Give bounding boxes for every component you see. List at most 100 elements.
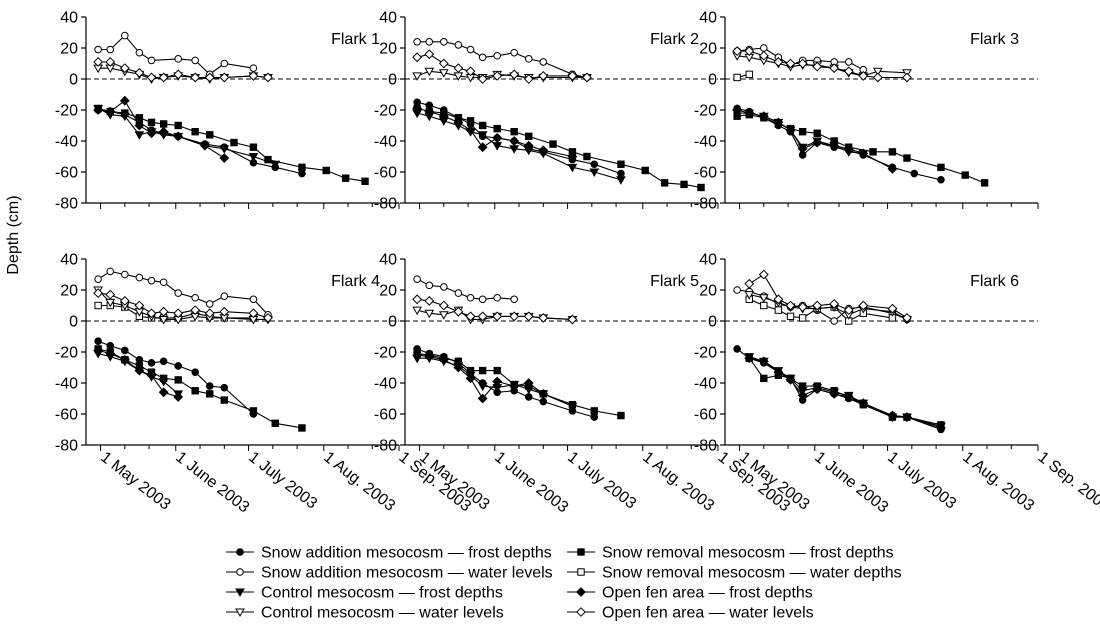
data-point xyxy=(538,388,549,399)
data-point xyxy=(106,267,115,276)
y-tick-label: 20 xyxy=(699,41,717,58)
series-of_water xyxy=(412,49,592,84)
data-point xyxy=(902,412,912,423)
data-point xyxy=(493,51,502,60)
panel-title: Flark 4 xyxy=(331,273,380,290)
data-point xyxy=(872,67,883,77)
data-point xyxy=(785,300,796,311)
data-point xyxy=(936,423,946,433)
data-point xyxy=(858,70,869,81)
data-point xyxy=(219,145,230,154)
data-point xyxy=(758,111,769,122)
legend-item-sa_frost: Snow addition mesocosm — frost depths xyxy=(226,545,552,562)
data-point xyxy=(797,58,808,69)
data-point xyxy=(773,117,784,128)
data-point xyxy=(641,166,649,175)
data-point xyxy=(298,424,306,432)
data-point xyxy=(199,140,210,151)
y-tick-label: -40 xyxy=(374,134,397,151)
data-point xyxy=(412,103,423,114)
data-point xyxy=(843,305,854,316)
data-point xyxy=(106,342,115,350)
data-point xyxy=(134,365,145,376)
data-point xyxy=(744,353,755,364)
data-point xyxy=(523,74,534,84)
data-point xyxy=(523,378,534,388)
data-point xyxy=(453,117,464,128)
data-point xyxy=(582,72,592,83)
data-point xyxy=(159,120,168,128)
data-point xyxy=(191,368,199,376)
series-sr_frost xyxy=(413,104,705,192)
series-line xyxy=(749,294,908,320)
y-tick-label: 0 xyxy=(388,72,397,89)
data-point xyxy=(93,288,104,299)
data-point xyxy=(829,63,840,74)
data-point xyxy=(493,293,502,302)
data-point xyxy=(567,314,578,325)
data-point xyxy=(525,132,533,141)
data-point xyxy=(438,69,449,78)
y-tick-label: -60 xyxy=(55,165,78,182)
data-point xyxy=(617,169,625,178)
data-point xyxy=(135,273,144,282)
x-tick-label: 1 July 2003 xyxy=(884,449,959,513)
data-point xyxy=(902,72,912,83)
series-line xyxy=(749,356,942,427)
data-point xyxy=(937,175,945,184)
data-point xyxy=(477,382,488,392)
y-tick-label: 40 xyxy=(379,252,397,269)
data-point xyxy=(158,387,169,398)
y-tick-label: 20 xyxy=(379,283,397,300)
data-point xyxy=(937,163,945,172)
data-point xyxy=(191,293,199,302)
data-point xyxy=(205,382,214,390)
legend-item-of_water: Open fen area — water levels xyxy=(567,605,814,622)
y-tick-label: -40 xyxy=(55,376,78,393)
data-point xyxy=(440,283,448,291)
data-point xyxy=(219,153,230,163)
data-point xyxy=(438,311,449,320)
data-point xyxy=(204,72,215,83)
series-of_frost xyxy=(93,345,184,402)
data-point xyxy=(191,387,199,395)
data-point xyxy=(773,57,784,67)
data-point xyxy=(567,163,578,173)
data-point xyxy=(492,376,503,387)
data-point xyxy=(438,58,449,69)
data-point xyxy=(538,312,549,323)
x-tick-label: 1 June 2003 xyxy=(811,449,891,517)
data-point xyxy=(134,120,145,131)
x-tick-label: 1 Sep. 2003 xyxy=(1035,449,1100,516)
legend-item-sr_water: Snow removal mesocosm — water depths xyxy=(567,565,902,582)
series-of_frost xyxy=(412,350,549,404)
data-point xyxy=(94,275,102,283)
data-point xyxy=(146,370,157,381)
data-point xyxy=(219,72,230,83)
data-point xyxy=(660,179,669,187)
data-point xyxy=(412,72,422,81)
y-tick-label: 40 xyxy=(699,10,717,27)
data-point xyxy=(858,398,869,409)
data-point xyxy=(454,289,463,297)
data-point xyxy=(785,374,796,385)
data-point xyxy=(492,311,503,322)
data-point xyxy=(812,137,823,148)
data-point xyxy=(478,53,487,62)
data-point xyxy=(453,63,464,74)
legend: Snow addition mesocosm — frost depths Sno… xyxy=(226,545,902,622)
data-point xyxy=(158,126,169,137)
data-point xyxy=(843,143,854,154)
data-point xyxy=(263,72,273,83)
data-point xyxy=(191,56,199,65)
series-sr_water xyxy=(733,70,753,82)
data-point xyxy=(230,138,238,147)
data-point xyxy=(745,70,753,79)
data-point xyxy=(477,131,488,140)
data-point xyxy=(466,366,475,375)
data-point xyxy=(135,114,144,122)
data-point xyxy=(438,300,449,311)
